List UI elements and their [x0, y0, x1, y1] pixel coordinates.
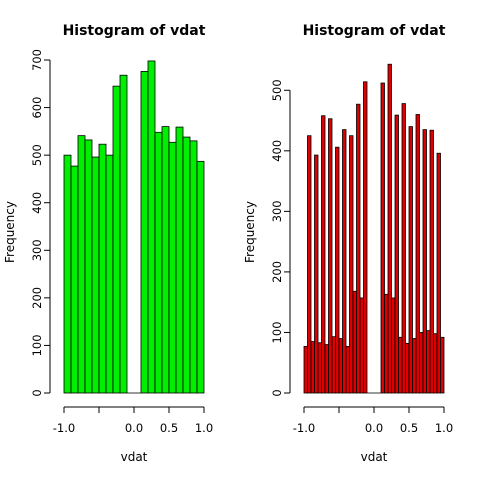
histogram-bar — [70, 165, 79, 394]
histogram-bar — [307, 135, 312, 394]
y-tick-label: 0 — [270, 389, 284, 396]
y-axis: 0 100 200 300 400 500 — [270, 79, 291, 397]
y-tick-label: 300 — [270, 200, 284, 222]
histogram-bar — [112, 85, 121, 394]
x-axis-label: vdat — [361, 450, 388, 464]
y-tick-label: 200 — [270, 261, 284, 283]
histogram-bar — [436, 152, 441, 394]
histogram-bar — [356, 103, 361, 394]
histogram-bar — [317, 342, 322, 394]
histogram-bar — [314, 154, 319, 394]
y-tick-label: 400 — [270, 140, 284, 162]
chart-title: Histogram of vdat — [303, 23, 446, 39]
histogram-bar — [189, 140, 198, 394]
histogram-bar — [352, 290, 357, 394]
chart-title: Histogram of vdat — [63, 23, 206, 39]
x-axis-label: vdat — [121, 450, 148, 464]
y-tick-label: 500 — [30, 144, 44, 166]
x-tick-label: 1.0 — [435, 421, 453, 435]
x-tick-label: -1.0 — [53, 421, 75, 435]
histogram-bar — [363, 81, 368, 394]
histogram-bars — [63, 60, 205, 394]
histogram-bar — [321, 115, 326, 394]
x-tick-label: 0.5 — [400, 421, 418, 435]
histogram-panel-left: Histogram of vdat vdat Frequency -1.0 0.0… — [3, 23, 213, 464]
histogram-bar — [405, 342, 410, 394]
histogram-bar — [387, 63, 392, 394]
histogram-bar — [77, 135, 86, 394]
histogram-bar — [349, 135, 354, 394]
y-axis: 0 100 200 300 400 500 600 700 — [30, 49, 51, 397]
histogram-bar — [359, 297, 364, 394]
histogram-bar — [345, 345, 350, 394]
histogram-bar — [175, 126, 184, 394]
histogram-panel-right: Histogram of vdat vdat Frequency -1.0 0.0… — [243, 23, 453, 464]
histogram-bar — [335, 146, 340, 394]
histogram-bar — [324, 344, 329, 394]
histogram-bar — [331, 336, 336, 394]
histogram-bar — [384, 293, 389, 394]
y-tick-label: 600 — [30, 97, 44, 119]
histogram-bar — [328, 118, 333, 394]
histogram-bar — [63, 154, 72, 394]
y-axis-label: Frequency — [3, 201, 17, 263]
histogram-bar — [98, 143, 107, 394]
x-axis: -1.0 0.0 0.5 1.0 — [53, 406, 213, 435]
y-tick-label: 200 — [30, 287, 44, 309]
histogram-bar — [338, 338, 343, 394]
histogram-bar — [342, 129, 347, 394]
y-tick-label: 400 — [30, 192, 44, 214]
histogram-bar — [168, 141, 177, 394]
histogram-bar — [433, 333, 438, 394]
x-tick-label: 1.0 — [195, 421, 213, 435]
y-tick-label: 0 — [30, 389, 44, 396]
x-tick-label: 0.0 — [125, 421, 143, 435]
histogram-bar — [196, 160, 205, 394]
histogram-bar — [91, 156, 100, 394]
histogram-bar — [182, 136, 191, 394]
histogram-bar — [105, 154, 114, 394]
histogram-bar — [84, 139, 93, 394]
histogram-bar — [140, 71, 149, 394]
x-tick-label: 0.0 — [365, 421, 383, 435]
histogram-bar — [119, 74, 128, 394]
histogram-bar — [394, 114, 399, 394]
histogram-bar — [426, 330, 431, 394]
histogram-bars — [303, 63, 445, 394]
x-tick-label: -1.0 — [293, 421, 315, 435]
histogram-bar — [161, 126, 170, 394]
y-tick-label: 700 — [30, 49, 44, 71]
histogram-bar — [412, 338, 417, 394]
histogram-bar — [147, 60, 156, 394]
histogram-bar — [440, 336, 445, 394]
histogram-bar — [408, 126, 413, 394]
histogram-bar — [419, 332, 424, 394]
x-tick-label: 0.5 — [160, 421, 178, 435]
y-tick-label: 500 — [270, 79, 284, 101]
histogram-bar — [401, 103, 406, 394]
histogram-bar — [391, 297, 396, 394]
histogram-bar — [422, 129, 427, 394]
y-tick-label: 100 — [30, 334, 44, 356]
y-tick-label: 300 — [30, 239, 44, 261]
histogram-bar — [310, 341, 315, 394]
x-axis: -1.0 0.0 0.5 1.0 — [293, 406, 453, 435]
histogram-bar — [154, 131, 163, 394]
histogram-bar — [380, 82, 385, 394]
histogram-bar — [398, 336, 403, 394]
histogram-bar — [415, 114, 420, 394]
histogram-bar — [303, 345, 308, 394]
y-axis-label: Frequency — [243, 201, 257, 263]
histogram-bar — [429, 129, 434, 394]
y-tick-label: 100 — [270, 321, 284, 343]
